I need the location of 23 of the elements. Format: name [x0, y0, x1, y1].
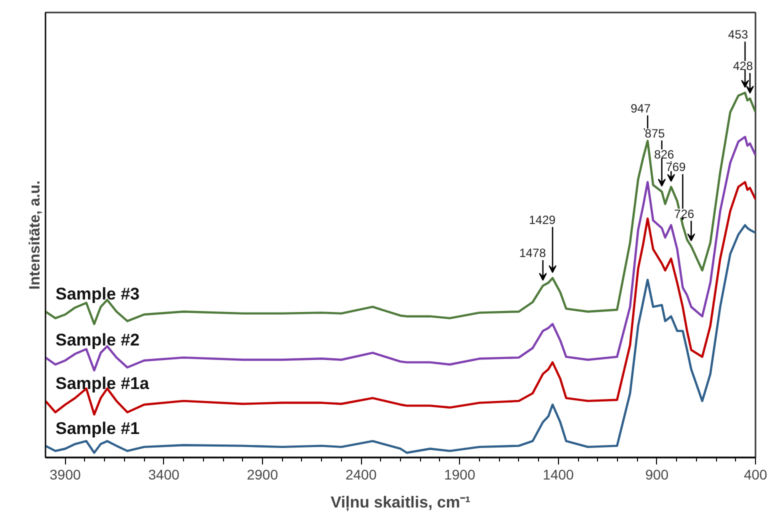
annotation: 875	[644, 126, 666, 141]
annotation: 1429	[528, 212, 556, 227]
series-label: Sample #2	[56, 330, 140, 350]
annotation: 947	[630, 101, 651, 116]
x-tick-label: 900	[645, 466, 669, 482]
x-tick-label: 3400	[148, 466, 180, 482]
x-tick-label: 400	[744, 466, 768, 482]
annotation: 453	[728, 28, 748, 42]
series-label: Sample #3	[56, 284, 140, 304]
y-axis-title: Intensitāte, a.u.	[26, 180, 44, 290]
x-axis-title: Viļnu skaitlis, cm⁻¹	[330, 494, 470, 512]
annotation: 726	[674, 206, 695, 221]
annotation: 826	[654, 147, 674, 162]
x-tick-label: 3900	[50, 466, 82, 482]
x-tick-label: 1900	[444, 466, 476, 482]
series-label: Sample #1a	[56, 374, 150, 393]
annotation: 1478	[519, 246, 546, 260]
x-tick-label: 1400	[542, 466, 574, 482]
annotation: 428	[732, 59, 754, 74]
x-tick-label: 2400	[345, 466, 377, 482]
series-label: Sample #1	[56, 418, 140, 438]
annotation: 769	[666, 160, 686, 174]
x-tick-label: 2900	[246, 466, 278, 482]
